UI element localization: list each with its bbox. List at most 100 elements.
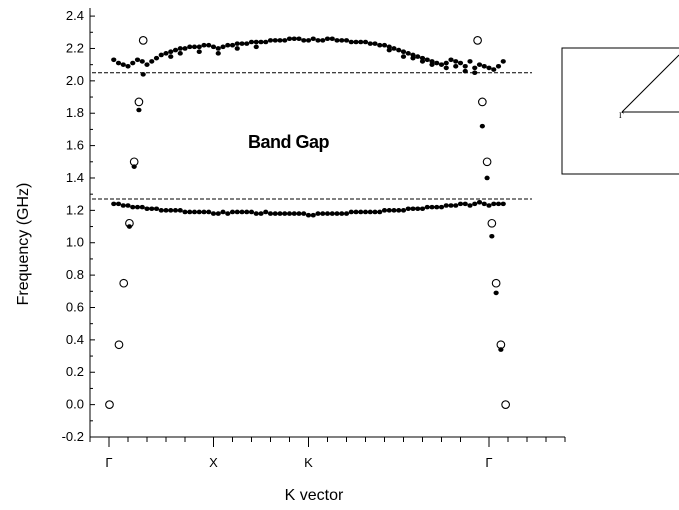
filled-dot-point [215,46,221,51]
filled-dot-point [367,209,373,215]
open-circle-point [478,97,487,107]
filled-dot-point [177,46,183,51]
filled-dot-point [443,65,449,71]
filled-dot-point [163,51,169,56]
filled-dot-point [201,42,207,48]
open-circle-point [487,218,497,228]
filled-dot-point [131,164,137,169]
filled-dot-point [339,211,345,216]
filled-dot-point [239,209,245,215]
filled-dot-point [334,211,340,216]
filled-dot-point [206,209,212,215]
filled-dot-point [462,68,468,74]
filled-dot-point [429,204,435,210]
filled-dot-point [258,39,264,45]
y-tick-label: 0.8 [66,267,84,282]
filled-dot-point [248,39,255,45]
filled-dot-point [415,206,421,212]
filled-dot-point [467,203,473,208]
y-tick-label: -0.2 [62,429,84,444]
filled-dot-point [234,209,240,215]
filled-dot-point [139,59,145,64]
filled-dot-point [286,36,293,42]
filled-dot-point [158,208,164,213]
filled-dot-point [424,57,430,63]
filled-dot-point [429,59,435,64]
filled-dot-point [115,60,122,66]
filled-dot-point [139,204,145,210]
filled-dot-point [253,39,259,45]
filled-dot-point [419,206,426,212]
filled-dot-point [453,59,459,64]
y-tick-label: 1.8 [66,105,84,120]
filled-dot-point [467,59,473,64]
filled-dot-point [358,209,364,215]
filled-dot-point [168,208,174,213]
y-tick-label: 1.0 [66,235,84,250]
filled-dot-point [191,209,198,215]
filled-dot-point [177,51,183,56]
filled-dot-point [282,211,288,216]
filled-dot-point [134,204,141,210]
open-circle-point [491,278,501,288]
filled-dot-point [187,44,193,50]
filled-dot-point [358,39,364,45]
filled-dot-point [263,209,269,215]
filled-dot-point [210,211,217,216]
filled-dot-point [125,203,131,208]
filled-dot-point [391,208,397,213]
filled-dot-point [215,51,221,56]
filled-dot-point [479,123,485,129]
filled-dot-point [220,209,226,215]
filled-dot-point [168,54,174,59]
filled-dot-point [343,38,350,43]
x-tick-label: X [209,455,218,470]
open-circle-point [138,36,148,45]
filled-dot-point [405,206,411,212]
filled-dot-point [196,49,202,55]
y-tick-label: 1.4 [66,170,84,185]
filled-dot-point [493,290,499,296]
filled-dot-point [457,201,464,207]
filled-dot-point [320,211,326,216]
filled-dot-point [272,211,278,216]
filled-dot-point [310,36,316,42]
filled-dot-point [168,49,174,55]
filled-dot-point [486,65,492,71]
filled-dot-point [424,204,430,210]
filled-dot-point [391,46,397,51]
filled-dot-point [457,60,464,66]
filled-dot-point [267,38,274,43]
open-circle-point [134,97,144,107]
filled-dot-point [301,211,307,216]
filled-dot-point [210,44,217,50]
filled-dot-point [367,41,373,46]
filled-dot-point [443,60,449,66]
filled-dot-point [182,209,188,215]
open-circle-point [119,278,129,288]
filled-dot-point [500,59,506,64]
filled-dot-point [253,44,259,50]
filled-dot-point [234,46,240,51]
inset-edge-diagonal [621,54,679,113]
filled-dot-point [111,201,117,207]
filled-dot-point [277,38,283,43]
filled-dot-point [291,211,297,216]
filled-dot-point [462,63,468,69]
filled-dot-point [182,46,188,51]
filled-dot-point [315,38,321,43]
filled-dot-point [320,38,326,43]
filled-dot-point [377,42,383,48]
inset-frame [561,47,679,175]
filled-dot-point [253,211,259,216]
y-tick-label: 0.0 [66,397,84,412]
filled-dot-point [324,211,331,216]
filled-dot-point [438,204,445,210]
filled-dot-point [348,209,354,215]
filled-dot-point [286,211,293,216]
filled-dot-point [448,57,454,63]
filled-dot-point [386,208,392,213]
filled-dot-point [334,38,340,43]
filled-dot-point [177,208,183,213]
